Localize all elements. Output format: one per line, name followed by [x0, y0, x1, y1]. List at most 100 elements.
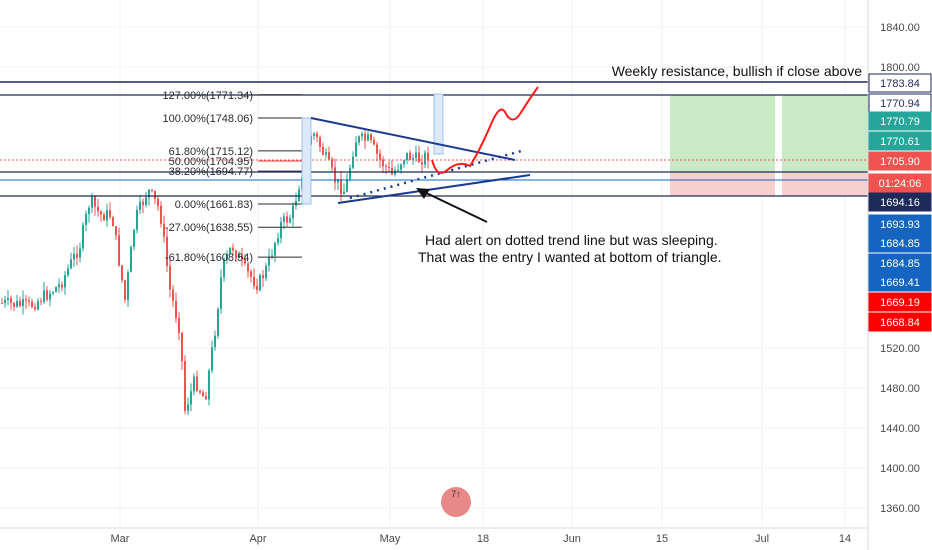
candle-body [349, 167, 351, 179]
x-tick-label: 18 [477, 533, 489, 545]
price-label-bg [868, 214, 932, 234]
price-label: 1669.19 [880, 297, 920, 309]
fib-level-label: 38.20%(1694.77) [169, 166, 253, 178]
loss-zone-2 [782, 173, 868, 196]
candle-body [187, 404, 189, 411]
fib-level-label: 61.80%(1715.12) [169, 146, 253, 158]
candle-body [40, 301, 42, 303]
price-label: 01:24:06 [879, 178, 922, 190]
candle-body [343, 191, 345, 195]
candle-body [73, 253, 75, 260]
candle-body [241, 254, 243, 260]
candle-body [79, 248, 81, 258]
candle-body [220, 277, 222, 309]
note-line-2: That was the entry I wanted at bottom of… [418, 249, 722, 265]
candle-body [25, 299, 27, 301]
price-labels: 1783.84 1770.94 1770.79 1770.61 1705.90 01:24… [868, 73, 932, 332]
candle-body [247, 263, 249, 272]
position-zones[interactable] [670, 95, 868, 196]
price-label-bg [868, 192, 932, 212]
x-tick-label: May [380, 533, 401, 545]
note-line-1: Had alert on dotted trend line but was s… [425, 232, 718, 248]
price-label: 1684.85 [880, 238, 920, 250]
triangle-pattern[interactable] [310, 117, 531, 204]
candle-body [316, 133, 318, 138]
y-tick-label: 1360.00 [880, 503, 920, 515]
candle-body [136, 209, 138, 230]
candle-body [85, 214, 87, 225]
candle-body [163, 223, 165, 237]
fib-retracement[interactable]: 127.00%(1771.34) 100.00%(1748.06) 61.80%(1… [162, 90, 302, 264]
candle-body [271, 255, 273, 257]
candle-body [253, 276, 255, 286]
lower-trendline [337, 174, 531, 204]
candle-body [127, 272, 129, 300]
upper-trendline [310, 117, 516, 161]
candle-body [325, 152, 327, 155]
profit-zone-2 [782, 95, 868, 173]
candle-body [184, 361, 186, 411]
candle-body [70, 259, 72, 269]
candle-body [397, 169, 399, 171]
candle-body [97, 206, 99, 212]
price-label: 1669.41 [880, 277, 920, 289]
candle-body [277, 238, 279, 243]
fib-level-label: 100.00%(1748.06) [162, 113, 253, 125]
candle-body [262, 275, 264, 279]
candle-body [199, 390, 201, 393]
candle-body [259, 275, 261, 291]
candle-body [52, 292, 54, 294]
candle-body [1, 303, 3, 304]
x-tick-label: Jul [755, 533, 769, 545]
candle-body [94, 196, 96, 207]
candle-body [55, 287, 57, 293]
candle-body [142, 201, 144, 205]
candle-body [361, 133, 363, 137]
y-tick-label: 1400.00 [880, 463, 920, 475]
candle-body [175, 300, 177, 319]
candle-body [385, 166, 387, 168]
price-label-bg [868, 312, 932, 332]
candle-body [67, 268, 69, 275]
candle-body [244, 259, 246, 264]
price-label: 1783.84 [880, 78, 920, 90]
candle-body [367, 134, 369, 141]
candle-body [280, 221, 282, 239]
candle-body [223, 259, 225, 278]
resistance-note: Weekly resistance, bullish if close abov… [612, 63, 863, 79]
candle-body [298, 189, 300, 202]
candle-body [274, 242, 276, 256]
price-label-bg [868, 253, 932, 273]
candle-body [121, 265, 123, 281]
candle-body [19, 300, 21, 306]
price-label-bg [868, 272, 932, 292]
candle-body [148, 189, 150, 198]
time-axis[interactable]: Mar Apr May 18 Jun 15 Jul 14 [111, 533, 852, 545]
candle-body [106, 210, 108, 221]
candle-body [28, 300, 30, 302]
candle-body [181, 332, 183, 362]
profit-zone-1 [670, 95, 775, 173]
candle-body [115, 226, 117, 236]
candle-body [229, 247, 231, 255]
gridlines [0, 0, 868, 528]
candle-body [364, 133, 366, 141]
price-label: 1770.79 [880, 116, 920, 128]
candle-body [4, 299, 6, 304]
candle-body [7, 297, 9, 300]
candle-body [238, 254, 240, 259]
candle-body [139, 201, 141, 210]
candle-body [376, 144, 378, 154]
arrow-annotation[interactable] [416, 188, 488, 223]
projection-path[interactable] [431, 86, 539, 174]
candle-body [16, 300, 18, 307]
candle-body [352, 156, 354, 168]
candle-body [379, 153, 381, 160]
candle-body [283, 216, 285, 222]
candle-body [382, 159, 384, 167]
price-axis[interactable]: 1840.00 1800.00 1520.00 1480.00 1440.00 1400.… [880, 22, 920, 515]
candle-body [64, 274, 66, 288]
candle-body [109, 210, 111, 218]
price-label: 1684.85 [880, 258, 920, 270]
